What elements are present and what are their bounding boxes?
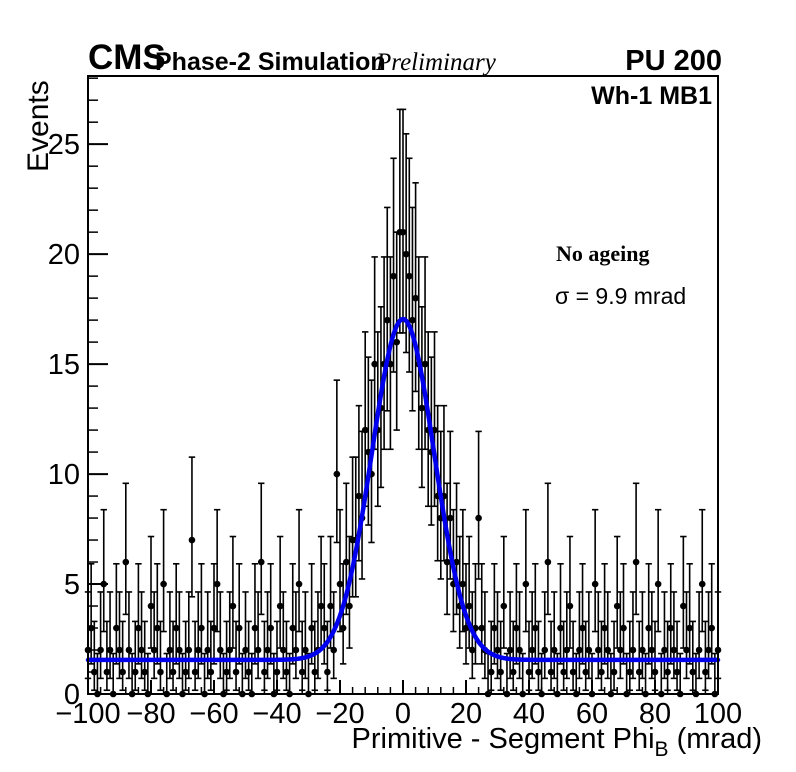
pileup-label: PU 200 [625,45,722,77]
x-axis-title: Primitive - Segment PhiB (mrad) [352,723,762,762]
plot-frame [87,75,719,695]
svg-text:−40: −40 [252,698,301,730]
cms-logo-label: CMS [88,38,166,77]
svg-text:20: 20 [450,698,482,730]
svg-text:80: 80 [639,698,671,730]
svg-text:40: 40 [513,698,545,730]
svg-text:0: 0 [64,679,80,711]
svg-text:60: 60 [576,698,608,730]
data-points [84,228,722,698]
simulation-label: Phase-2 Simulation [155,48,386,76]
x-axis-title-main: Primitive - Segment Phi [351,723,655,755]
error-bars [84,108,722,694]
gaussian-fit-line [85,316,721,663]
preliminary-label: Preliminary [376,49,496,76]
x-axis-title-subscript: B [654,738,669,761]
svg-text:−60: −60 [189,698,238,730]
svg-text:10: 10 [48,459,80,491]
svg-text:25: 25 [48,129,80,161]
svg-text:−80: −80 [126,698,175,730]
svg-text:100: 100 [694,698,742,730]
sigma-result-label: σ = 9.9 mrad [555,283,687,309]
y-axis-title: Events [22,80,55,172]
svg-text:0: 0 [395,698,411,730]
x-axis-title-unit: (mrad) [668,723,762,755]
axis-ticks: 0 5 10 15 20 25 −100 −80 −60 −40 −20 0 20 40 60 80 100 [48,77,742,730]
svg-text:5: 5 [64,569,80,601]
svg-text:−20: −20 [315,698,364,730]
ageing-scenario-label: No ageing [556,241,650,266]
svg-text:−100: −100 [55,698,120,730]
region-label: Wh-1 MB1 [591,82,712,110]
svg-text:15: 15 [48,349,80,381]
fit-curve [85,316,721,663]
svg-text:20: 20 [48,239,80,271]
